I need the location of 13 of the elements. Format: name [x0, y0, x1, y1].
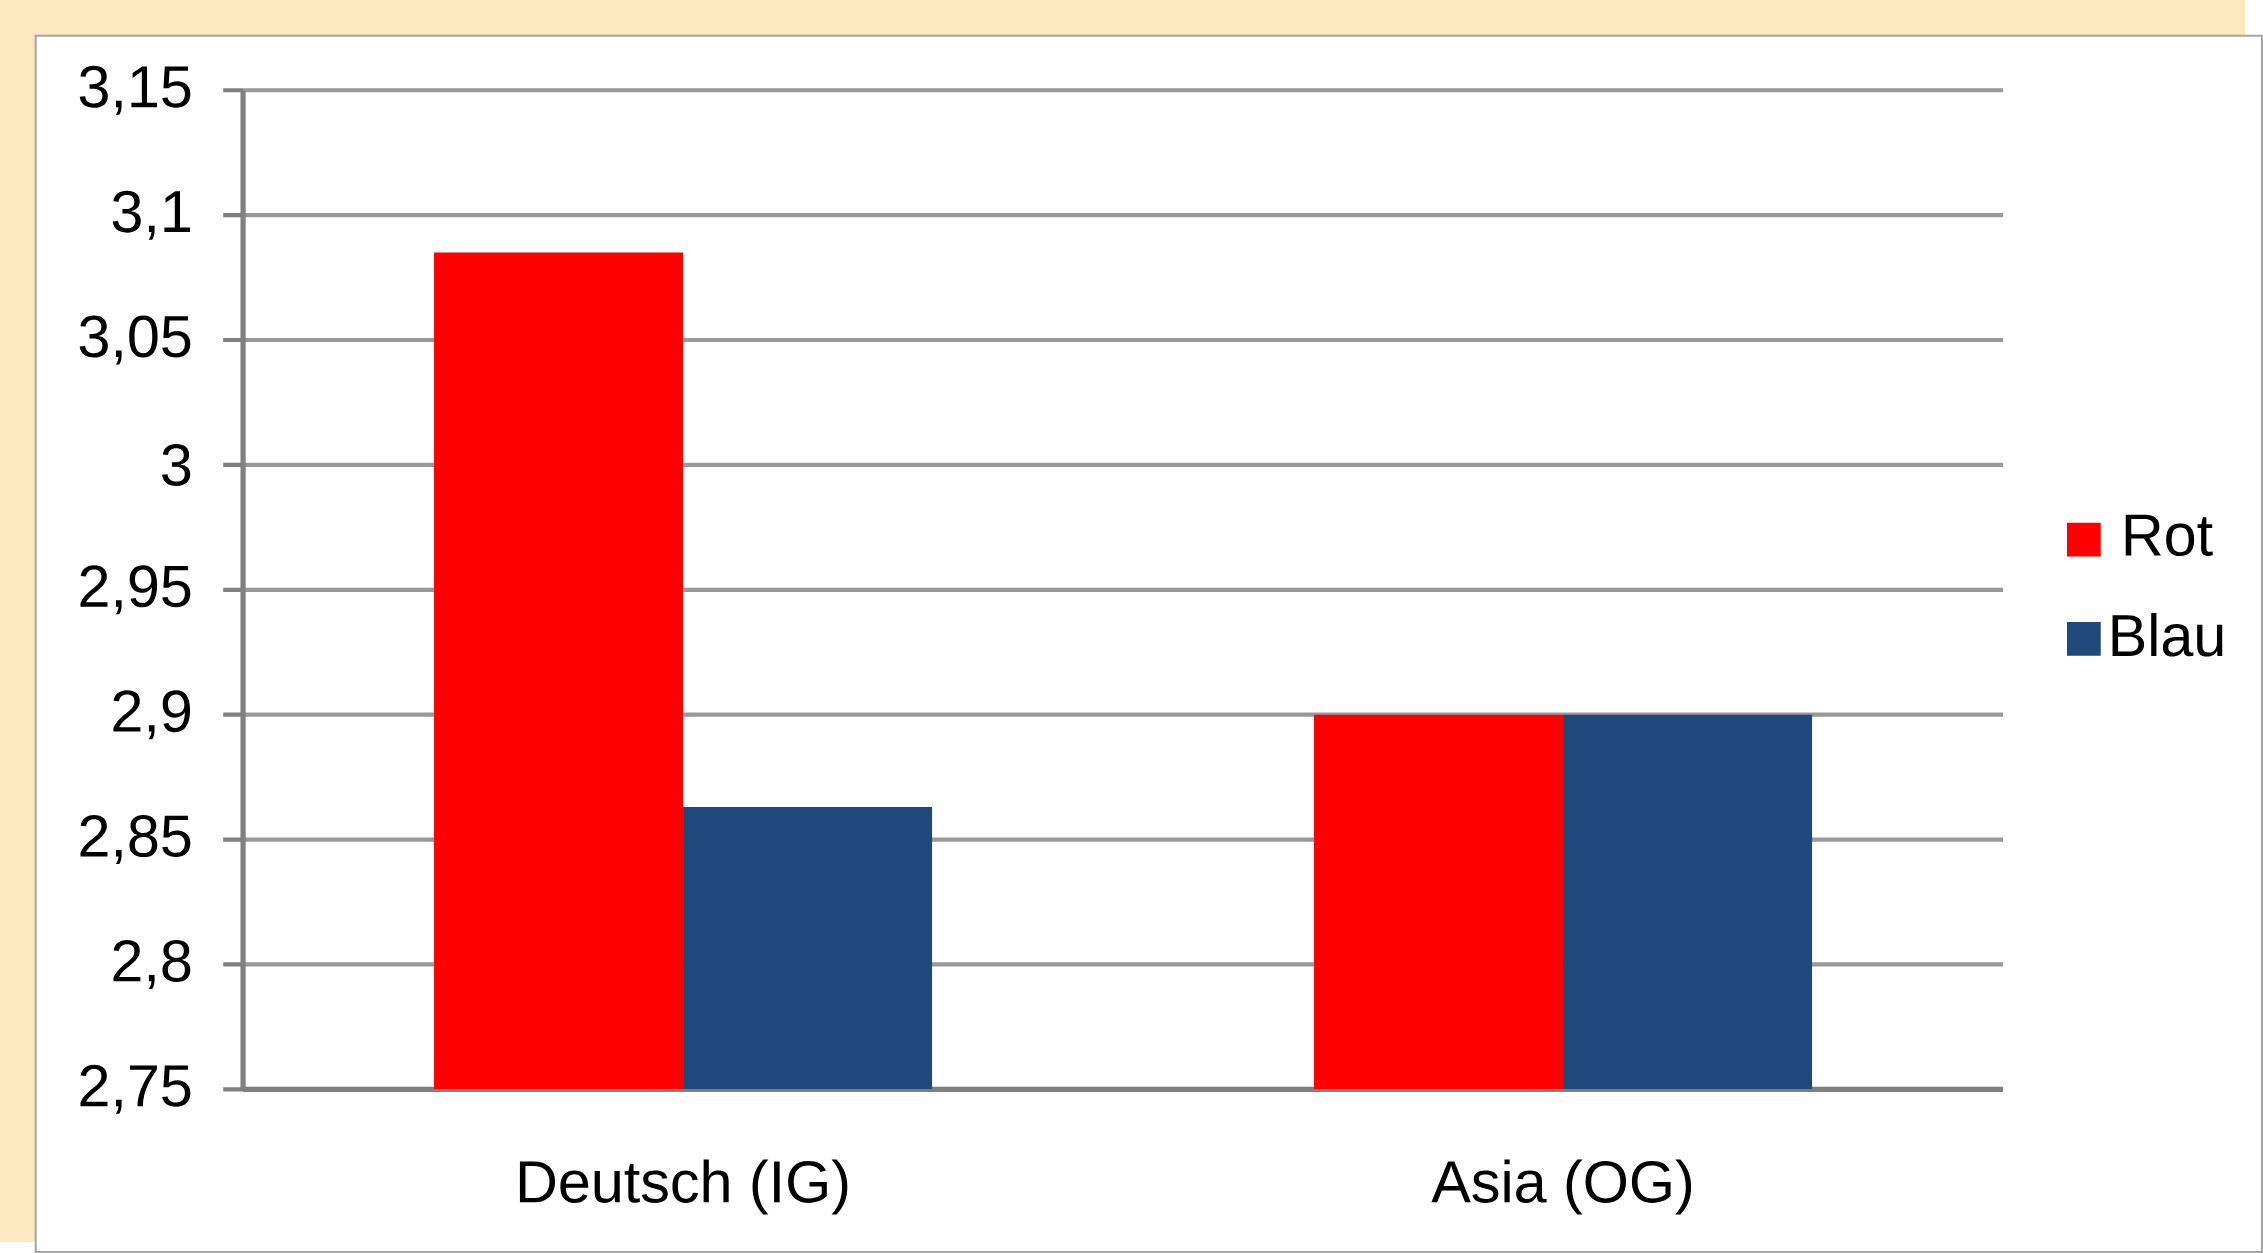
y-tick-label: 2,95 — [80, 565, 191, 615]
x-tick-label: Deutsch (IG) — [519, 1159, 848, 1215]
y-tick-label: 3,15 — [79, 65, 191, 115]
y-tick-label: 3,05 — [79, 315, 191, 365]
x-tick-label: Asia (OG) — [1431, 1159, 1692, 1215]
y-tick-label: 2,75 — [80, 1064, 191, 1114]
legend-label: Rot — [2125, 514, 2213, 557]
y-tick-label: 2,8 — [113, 939, 191, 989]
legend-label: Blau — [2112, 613, 2223, 657]
y-tick-label: 2,85 — [80, 815, 191, 865]
y-tick-label: 3 — [162, 443, 191, 486]
y-tick-label: 2,9 — [113, 690, 191, 740]
y-tick-label: 3,1 — [112, 190, 190, 240]
